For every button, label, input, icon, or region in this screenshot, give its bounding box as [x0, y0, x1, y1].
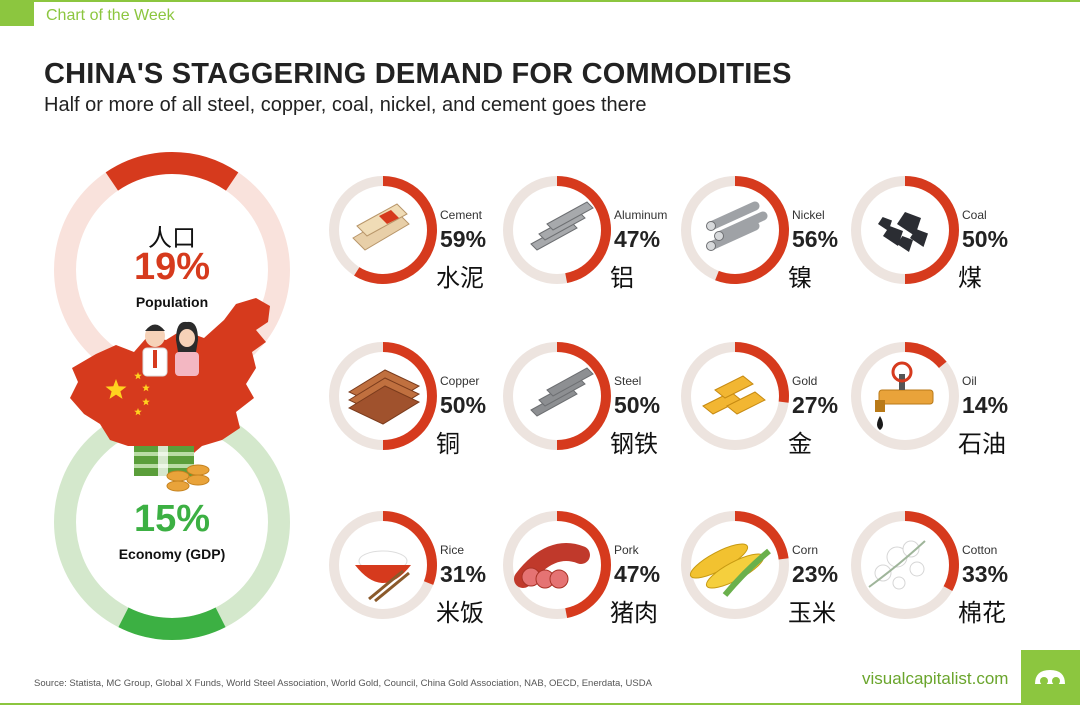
- rice-label: Rice: [440, 543, 465, 557]
- nickel-label: Nickel: [792, 208, 825, 222]
- rice-percent: 31%: [440, 561, 487, 587]
- population-label-zh: 人口: [148, 224, 196, 252]
- cotton-label: Cotton: [962, 543, 998, 557]
- cotton-flower-icon: [868, 540, 926, 590]
- coal-percent: 50%: [962, 226, 1009, 252]
- oil-label: Oil: [962, 374, 977, 388]
- copper-label-zh: 铜: [436, 430, 460, 458]
- steel-label-zh: 钢铁: [610, 430, 658, 458]
- gold-bars-icon: [702, 375, 766, 415]
- population-percent: 19%: [133, 246, 211, 288]
- ring-center: [861, 521, 949, 609]
- corn-percent: 23%: [792, 561, 839, 587]
- nickel-rods-icon: [706, 201, 768, 251]
- copper-label: Copper: [440, 374, 480, 388]
- oil-percent: 14%: [962, 392, 1009, 418]
- coal-label: Coal: [962, 208, 987, 222]
- china-flag-star-icon: [105, 379, 127, 399]
- china-flag-small-star-icon: [134, 408, 142, 416]
- gold-label: Gold: [792, 374, 818, 388]
- page-subtitle: Half or more of all steel, copper, coal,…: [44, 94, 647, 116]
- money-stack-icon: [134, 446, 210, 492]
- coal-label-zh: 煤: [958, 264, 982, 292]
- page-title: CHINA'S STAGGERING DEMAND FOR COMMODITIE…: [44, 58, 792, 90]
- pork-label: Pork: [614, 543, 639, 557]
- corn-cob-icon: [689, 543, 771, 597]
- aluminum-bars-icon: [530, 201, 594, 251]
- steel-label: Steel: [614, 374, 642, 388]
- ring-center: [513, 521, 601, 609]
- cotton-percent: 33%: [962, 561, 1009, 587]
- brand-link[interactable]: visualcapitalist.com: [862, 669, 1009, 688]
- nickel-percent: 56%: [792, 226, 839, 252]
- china-flag-small-star-icon: [134, 372, 142, 380]
- copper-percent: 50%: [440, 392, 487, 418]
- oil-pipe-icon: [875, 361, 934, 430]
- pork-label-zh: 猪肉: [610, 599, 658, 627]
- population-ring-arc: [105, 152, 239, 191]
- population-label: Population: [135, 294, 209, 310]
- china-flag-small-star-icon: [142, 398, 150, 406]
- nickel-label-zh: 镍: [788, 264, 812, 292]
- aluminum-percent: 47%: [614, 226, 661, 252]
- corn-label: Corn: [792, 543, 819, 557]
- pork-sausage-icon: [514, 543, 590, 589]
- tag-accent-block: [0, 0, 34, 26]
- steel-percent: 50%: [614, 392, 661, 418]
- source-note: Source: Statista, MC Group, Global X Fun…: [34, 678, 652, 689]
- gdp-ring-arc: [118, 607, 226, 640]
- rice-bowl-icon: [355, 550, 411, 603]
- oil-label-zh: 石油: [958, 430, 1006, 458]
- china-map-icon: [70, 298, 270, 458]
- pork-percent: 47%: [614, 561, 661, 587]
- china-flag-small-star-icon: [142, 384, 150, 392]
- steel-beams-icon: [530, 367, 594, 417]
- gdp-label: Economy (GDP): [118, 546, 226, 562]
- cement-label: Cement: [440, 208, 483, 222]
- cement-percent: 59%: [440, 226, 487, 252]
- ring-center: [861, 186, 949, 274]
- people-icon: [142, 321, 199, 377]
- corn-label-zh: 玉米: [788, 599, 836, 627]
- copper-sheets-icon: [347, 369, 421, 425]
- visual-capitalist-logo-icon[interactable]: [1021, 650, 1080, 705]
- cotton-label-zh: 棉花: [958, 599, 1006, 627]
- aluminum-label-zh: 铝: [610, 264, 634, 292]
- cement-label-zh: 水泥: [436, 264, 484, 292]
- aluminum-label: Aluminum: [614, 208, 668, 222]
- gold-percent: 27%: [792, 392, 839, 418]
- top-accent-bar: [0, 0, 1080, 2]
- gdp-percent: 15%: [133, 498, 211, 540]
- cement-bags-icon: [352, 203, 410, 251]
- bottom-accent-bar: [0, 703, 1080, 705]
- chart-of-week-tag: Chart of the Week: [46, 7, 175, 24]
- coal-lumps-icon: [878, 212, 928, 252]
- rice-label-zh: 米饭: [436, 599, 484, 627]
- gold-label-zh: 金: [788, 430, 812, 458]
